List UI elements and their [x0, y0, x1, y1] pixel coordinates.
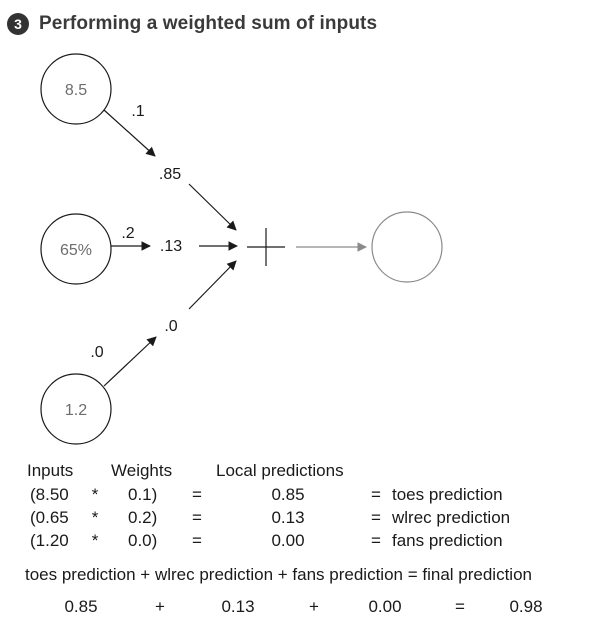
output-node: [371, 211, 443, 283]
row-1-input: (8.50: [30, 485, 69, 504]
row-3-weight: 0.0): [128, 531, 158, 550]
row-3-input: (1.20: [30, 531, 69, 550]
row-3-local: 0.00: [271, 531, 305, 550]
row-3-times: *: [91, 531, 99, 550]
weight-label-2: .2: [121, 225, 134, 242]
header-weights: Weights: [111, 461, 173, 480]
row-1-equals-2: =: [371, 485, 381, 504]
row-1-weight: 0.1): [128, 485, 158, 504]
row-2-weight: 0.2): [128, 508, 158, 527]
row-3-equals: =: [192, 531, 202, 550]
sum-equals: =: [455, 597, 465, 616]
local-prediction-label-3: .0: [164, 318, 177, 335]
row-3-equals-2: =: [371, 531, 381, 550]
weighted-sum-diagram: 8.5 65% 1.2 .1 .2 .0 .85 .13 .0 +: [40, 53, 443, 445]
row-1-label: toes prediction: [392, 485, 503, 504]
section-title: Performing a weighted sum of inputs: [39, 13, 378, 34]
header-inputs: Inputs: [27, 461, 74, 480]
sum-result: 0.98: [509, 597, 543, 616]
weight-label-3: .0: [90, 344, 103, 361]
sum-equation: toes prediction + wlrec prediction + fan…: [25, 565, 532, 584]
header-local-predictions: Local predictions: [216, 461, 344, 480]
row-3-label: fans prediction: [392, 531, 503, 550]
input-value-1: 8.5: [65, 82, 87, 99]
row-1-local: 0.85: [271, 485, 305, 504]
weight-arrow-1: [103, 109, 156, 157]
sum-arrow-3: [188, 260, 237, 310]
row-2-label: wlrec prediction: [392, 508, 511, 527]
row-1-equals: =: [192, 485, 202, 504]
input-value-3: 1.2: [65, 402, 87, 419]
section-header: 3 Performing a weighted sum of inputs: [7, 11, 377, 37]
row-2-input: (0.65: [30, 508, 69, 527]
sum-value-1: 0.85: [64, 597, 98, 616]
sum-arrow-1: [188, 183, 237, 231]
input-node-1: 8.5: [40, 53, 112, 125]
input-node-3: 1.2: [40, 373, 112, 445]
row-2-equals: =: [192, 508, 202, 527]
input-value-2: 65%: [60, 242, 92, 259]
row-2-equals-2: =: [371, 508, 381, 527]
row-2-times: *: [91, 508, 99, 527]
row-1-times: *: [91, 485, 99, 504]
local-prediction-label-2: .13: [160, 238, 182, 255]
sum-value-3: 0.00: [368, 597, 402, 616]
sum-plus-1: +: [155, 597, 165, 616]
input-node-2: 65%: [40, 213, 112, 285]
sum-plus-2: +: [309, 597, 319, 616]
local-prediction-label-1: .85: [159, 166, 181, 183]
row-2-local: 0.13: [271, 508, 305, 527]
summation-plus-icon: +: [247, 228, 285, 266]
weight-arrow-3: [103, 336, 157, 387]
weight-label-1: .1: [131, 103, 144, 120]
sum-value-2: 0.13: [221, 597, 255, 616]
step-number-badge: 3: [7, 13, 29, 35]
